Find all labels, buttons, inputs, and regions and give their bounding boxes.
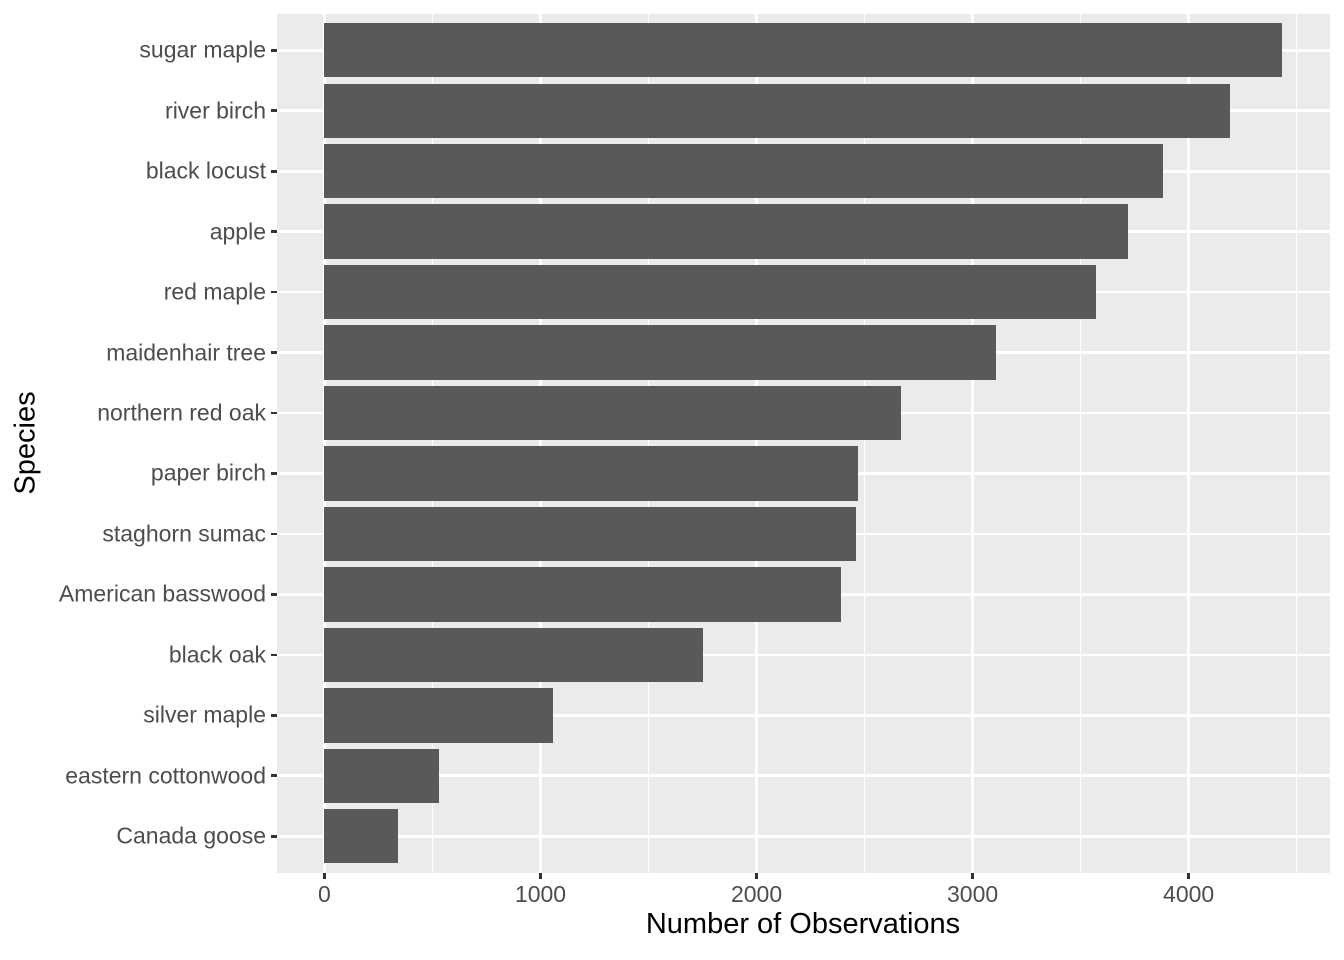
- bar-black-oak: [324, 627, 703, 683]
- x-tick-label: 0: [318, 881, 331, 907]
- bar-staghorn-sumac: [324, 506, 856, 562]
- x-tick-label: 4000: [1163, 881, 1215, 907]
- y-tick-label: black locust: [145, 157, 266, 184]
- y-tick-mark: [270, 290, 277, 294]
- minor-gridline: [431, 14, 434, 873]
- y-tick-mark: [270, 593, 277, 596]
- y-tick-mark: [270, 774, 277, 778]
- y-tick-label: paper birch: [150, 459, 266, 486]
- category-gridline: [276, 834, 1330, 838]
- y-tick-label: Canada goose: [116, 822, 266, 849]
- category-gridline: [276, 774, 1330, 778]
- bar-apple: [324, 204, 1129, 259]
- y-tick-label: red maple: [163, 278, 266, 305]
- minor-gridline: [647, 14, 650, 873]
- y-tick-label: silver maple: [143, 701, 266, 728]
- plot-panel: [276, 14, 1330, 873]
- y-tick-mark: [270, 653, 277, 657]
- bar-sugar-maple: [324, 23, 1282, 78]
- minor-gridline: [863, 14, 866, 873]
- bar-river-birch: [324, 83, 1230, 138]
- y-tick-label: northern red oak: [97, 399, 266, 426]
- x-tick-mark: [971, 872, 974, 879]
- major-gridline: [971, 14, 974, 873]
- y-tick-mark: [270, 169, 277, 173]
- y-tick-mark: [270, 834, 277, 838]
- y-tick-label: American basswood: [58, 580, 266, 607]
- x-tick-label: 1000: [514, 881, 567, 907]
- bar-black-locust: [324, 143, 1163, 199]
- y-tick-label: eastern cottonwood: [65, 762, 266, 789]
- bar-red-maple: [324, 264, 1096, 320]
- bar-eastern-cottonwood: [324, 748, 439, 803]
- y-tick-label: apple: [209, 217, 266, 244]
- x-tick-mark: [755, 872, 758, 879]
- x-tick-mark: [323, 872, 326, 879]
- y-tick-label: maidenhair tree: [106, 338, 266, 365]
- y-tick-label: staghorn sumac: [102, 520, 266, 547]
- y-tick-mark: [270, 472, 277, 475]
- bar-canada-goose: [324, 809, 398, 864]
- x-tick-label: 2000: [730, 881, 783, 907]
- minor-gridline: [1296, 14, 1298, 873]
- bar-northern-red-oak: [324, 385, 902, 441]
- bar-maidenhair-tree: [324, 325, 997, 380]
- y-tick-label: river birch: [165, 97, 266, 124]
- major-gridline: [755, 14, 758, 873]
- y-tick-mark: [270, 532, 277, 536]
- y-tick-label: sugar maple: [139, 36, 266, 63]
- x-tick-label: 3000: [947, 881, 999, 907]
- x-axis-title: Number of Observations: [645, 908, 961, 940]
- bar-silver-maple: [324, 688, 554, 743]
- y-tick-mark: [270, 109, 277, 113]
- x-tick-mark: [539, 872, 542, 879]
- major-gridline: [1187, 14, 1190, 873]
- bar-paper-birch: [324, 446, 859, 501]
- category-gridline: [276, 653, 1330, 657]
- category-gridline: [276, 713, 1330, 717]
- y-tick-label: black oak: [168, 641, 266, 668]
- x-tick-mark: [1187, 872, 1190, 879]
- major-gridline: [539, 14, 542, 873]
- bars: [277, 14, 1330, 873]
- y-tick-mark: [270, 230, 277, 233]
- y-axis-title: Species: [9, 391, 42, 495]
- minor-gridline: [1079, 14, 1082, 873]
- y-tick-mark: [270, 411, 277, 415]
- minor-gridlines: [277, 14, 1330, 873]
- y-tick-mark: [270, 48, 277, 52]
- bar-american-basswood: [324, 567, 841, 622]
- y-tick-mark: [270, 351, 277, 354]
- y-tick-mark: [270, 713, 277, 717]
- major-gridline: [323, 14, 326, 873]
